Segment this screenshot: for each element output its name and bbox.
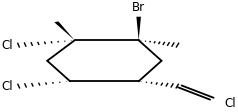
Text: Br: Br [132, 1, 145, 14]
Polygon shape [136, 17, 141, 40]
Text: Cl: Cl [1, 80, 13, 93]
Text: Cl: Cl [1, 39, 13, 52]
Text: Cl: Cl [224, 97, 236, 110]
Polygon shape [54, 21, 75, 40]
